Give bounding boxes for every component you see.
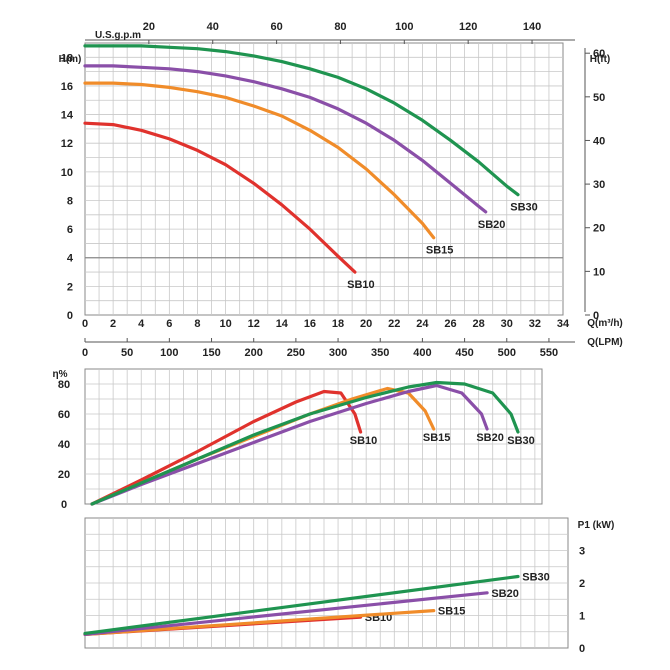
series-label-sb10: SB10 xyxy=(350,435,378,447)
flow-gpm-tick-label: 100 xyxy=(395,21,413,33)
flow-gpm-tick-label: 80 xyxy=(334,21,346,33)
head-ft-tick-label: 50 xyxy=(593,92,605,104)
flow-lpm-tick-label: 150 xyxy=(202,347,220,359)
head-ft-tick-label: 60 xyxy=(593,48,605,60)
series-line-sb10 xyxy=(83,121,357,274)
flow-lpm-tick-label: 250 xyxy=(287,347,305,359)
series-label-sb30: SB30 xyxy=(522,572,550,584)
flow-lpm-tick-label: 50 xyxy=(121,347,133,359)
series-label-sb10: SB10 xyxy=(347,279,375,291)
head-y-tick-label: 0 xyxy=(67,310,73,322)
head-ft-tick-label: 40 xyxy=(593,135,605,147)
series-label-sb30: SB30 xyxy=(510,202,538,214)
head-x-tick-label: 10 xyxy=(219,318,231,330)
series-line-sb30 xyxy=(90,380,520,506)
head-x-tick-label: 8 xyxy=(194,318,200,330)
series-line-sb30 xyxy=(83,574,520,636)
flow-lpm-tick-label: 450 xyxy=(455,347,473,359)
series-line-sb20 xyxy=(83,591,489,637)
head-y-tick-label: 16 xyxy=(61,81,73,93)
series-line-sb15 xyxy=(83,81,436,240)
series-label-sb15: SB15 xyxy=(423,432,451,444)
head-x-tick-label: 6 xyxy=(166,318,172,330)
eff-y-tick-label: 60 xyxy=(58,409,70,421)
head-ft-tick-label: 20 xyxy=(593,223,605,235)
power-y-tick-label: 0 xyxy=(579,643,585,655)
head-y-tick-label: 12 xyxy=(61,138,73,150)
flow-gpm-tick-label: 20 xyxy=(143,21,155,33)
head-y-tick-label: 18 xyxy=(61,52,73,64)
flow-gpm-tick-label: 120 xyxy=(459,21,477,33)
head-y-tick-label: 10 xyxy=(61,167,73,179)
power-y-tick-label: 1 xyxy=(579,611,585,623)
head-x-tick-label: 22 xyxy=(388,318,400,330)
head-x-tick-label: 24 xyxy=(416,318,429,330)
head-x-tick-label: 4 xyxy=(138,318,145,330)
series-line-sb15 xyxy=(90,386,436,506)
flow-gpm-tick-label: 140 xyxy=(523,21,541,33)
head-x-tick-label: 26 xyxy=(444,318,456,330)
eff-y-tick-label: 40 xyxy=(58,439,70,451)
flow-lpm-tick-label: 350 xyxy=(371,347,389,359)
power-y-tick-label: 2 xyxy=(579,578,585,590)
head-ft-tick-label: 0 xyxy=(593,310,599,322)
series-label-sb20: SB20 xyxy=(478,219,506,231)
head-x-tick-label: 28 xyxy=(473,318,485,330)
head-x-tick-label: 20 xyxy=(360,318,372,330)
eff-y-tick-label: 20 xyxy=(58,469,70,481)
series-line-sb30 xyxy=(83,44,520,197)
flow-m3h-axis-label: Q(m³/h) xyxy=(587,318,623,329)
series-label-sb20: SB20 xyxy=(476,432,504,444)
head-ft-tick-label: 30 xyxy=(593,179,605,191)
power-y-tick-label: 3 xyxy=(579,546,585,558)
flow-lpm-tick-label: 500 xyxy=(498,347,516,359)
head-y-axis-label: H(m) xyxy=(59,54,82,65)
head-x-tick-label: 18 xyxy=(332,318,344,330)
flow-lpm-tick-label: 200 xyxy=(245,347,263,359)
head-y-tick-label: 4 xyxy=(67,253,74,265)
head-x-tick-label: 16 xyxy=(304,318,316,330)
head-x-tick-label: 32 xyxy=(529,318,541,330)
flow-lpm-tick-label: 400 xyxy=(413,347,431,359)
head-x-tick-label: 0 xyxy=(82,318,88,330)
flow-lpm-tick-label: 100 xyxy=(160,347,178,359)
series-line-sb20 xyxy=(90,383,489,506)
eff-y-tick-label: 0 xyxy=(61,499,67,511)
flow-lpm-tick-label: 300 xyxy=(329,347,347,359)
eff-y-axis-label: η% xyxy=(53,369,68,380)
head-y-tick-label: 14 xyxy=(61,110,74,122)
head-x-tick-label: 30 xyxy=(501,318,513,330)
series-line-sb15 xyxy=(83,608,436,637)
series-line-sb20 xyxy=(83,64,488,214)
flow-lpm-tick-label: 0 xyxy=(82,347,88,359)
flow-lpm-tick-label: 550 xyxy=(540,347,558,359)
flow-gpm-tick-label: 60 xyxy=(270,21,282,33)
series-label-sb15: SB15 xyxy=(438,606,466,618)
eff-plot-frame xyxy=(84,368,543,505)
flow-gpm-tick-label: 40 xyxy=(207,21,219,33)
head-x-tick-label: 14 xyxy=(276,318,289,330)
flow-lpm-axis-label: Q(LPM) xyxy=(587,337,623,348)
head-x-tick-label: 34 xyxy=(557,318,570,330)
power-y-axis-label: P1 (kW) xyxy=(578,520,615,531)
series-label-sb15: SB15 xyxy=(426,245,454,257)
series-label-sb30: SB30 xyxy=(507,435,535,447)
head-x-tick-label: 12 xyxy=(248,318,260,330)
head-y-tick-label: 8 xyxy=(67,195,73,207)
head-y-tick-label: 2 xyxy=(67,281,73,293)
eff-y-tick-label: 80 xyxy=(58,379,70,391)
head-y-tick-label: 6 xyxy=(67,224,73,236)
series-label-sb20: SB20 xyxy=(491,588,519,600)
head-x-tick-label: 2 xyxy=(110,318,116,330)
head-ft-tick-label: 10 xyxy=(593,266,605,278)
flow-gpm-axis-label: U.S.g.p.m xyxy=(95,30,141,41)
head-ft-axis-label: H(ft) xyxy=(590,54,611,65)
